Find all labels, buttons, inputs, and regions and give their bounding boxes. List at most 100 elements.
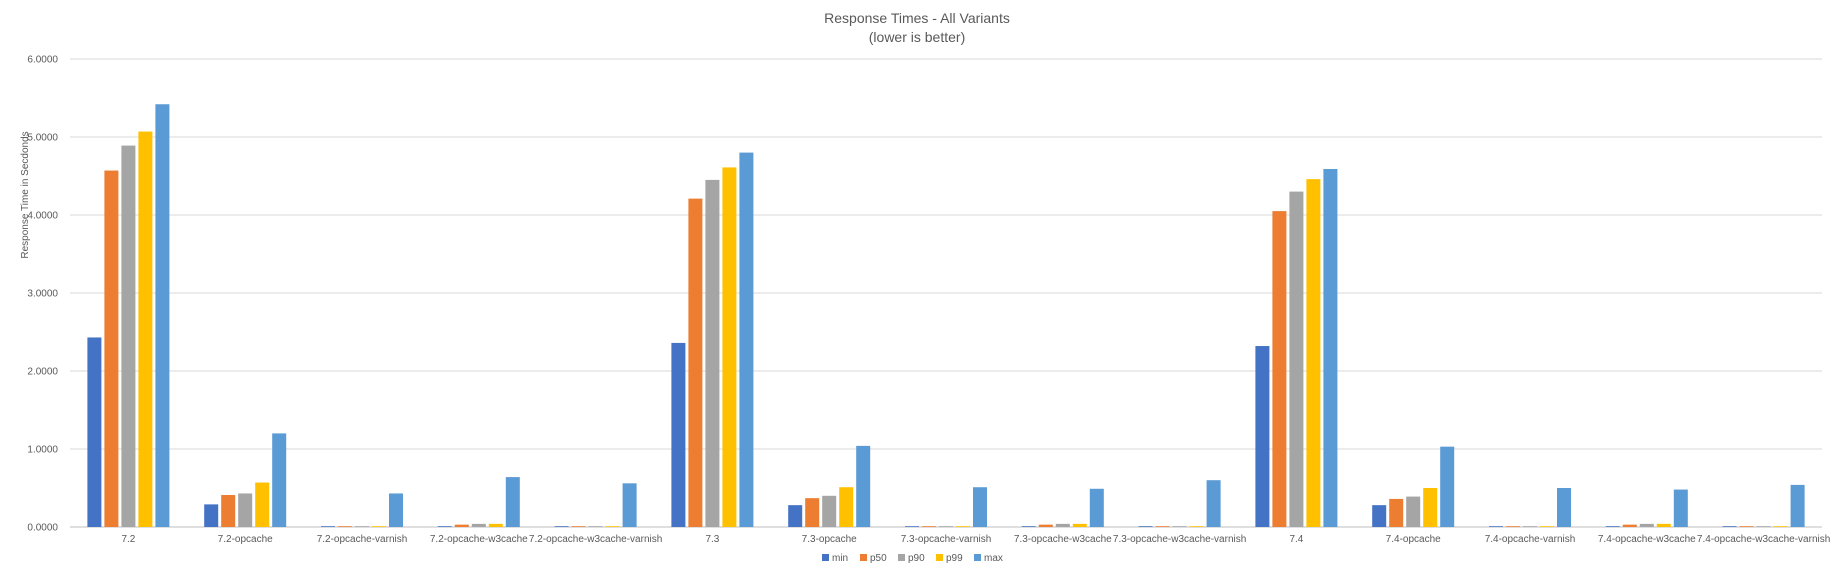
bar-min (1722, 526, 1737, 527)
bar-p90 (1523, 526, 1537, 527)
bar-max (155, 104, 170, 528)
bar-max (1557, 488, 1571, 527)
bar-p99 (488, 523, 503, 527)
bar-max (1323, 168, 1338, 528)
bar-min (1605, 526, 1620, 527)
bar-min (87, 337, 102, 527)
category-labels: 7.2 7.2-opcache 7.2-opcache-varnish 7.2-opc… (121, 534, 1830, 545)
bar-min (204, 504, 219, 527)
bar-p90 (588, 526, 603, 527)
y-tick-label: 5.0000 (27, 133, 58, 144)
bar-p99 (138, 131, 153, 528)
bar-p90 (939, 526, 953, 527)
bar-p99 (1189, 526, 1204, 527)
bar-p90 (1756, 526, 1771, 527)
category-label: 7.2-opcache-w3cache-varnish (529, 534, 662, 545)
bar-p90 (355, 526, 369, 527)
bar-p50 (922, 526, 936, 527)
bar-min (554, 526, 569, 527)
bar-p50 (1038, 524, 1053, 527)
category-label: 7.3-opcache-w3cache (1014, 534, 1112, 545)
bar-max (1089, 488, 1104, 527)
bar-max (272, 433, 287, 527)
bar-p90 (1406, 496, 1421, 527)
bar-p90 (1055, 523, 1070, 527)
y-tick-label: 4.0000 (27, 211, 58, 222)
bar-p99 (1656, 523, 1671, 527)
bar-max (1440, 446, 1455, 527)
bar-max (739, 152, 754, 527)
bar-p50 (1389, 498, 1404, 527)
bar-min (321, 526, 335, 527)
bar-p99 (372, 526, 386, 527)
category-label: 7.4-opcache-w3cache (1598, 534, 1696, 545)
bar-p99 (722, 167, 737, 528)
bar-p90 (822, 495, 837, 527)
bar-p50 (454, 524, 469, 527)
bar-min (1489, 526, 1503, 527)
legend-label-max: max (984, 553, 1003, 564)
category-label: 7.4-opcache-w3cache-varnish (1697, 534, 1830, 545)
bar-p50 (1155, 526, 1170, 527)
category-label: 7.4-opcache-varnish (1485, 534, 1576, 545)
bar-min (1021, 526, 1036, 527)
bar-min (1255, 346, 1270, 527)
bar-p90 (471, 523, 486, 527)
category-label: 7.2 (121, 534, 135, 545)
bar-min (905, 526, 919, 527)
bar-p99 (1423, 488, 1438, 527)
bars (87, 104, 1805, 528)
legend-swatch-min (822, 554, 829, 561)
bar-p50 (1506, 526, 1520, 527)
bar-max (1673, 489, 1688, 527)
category-label: 7.3 (705, 534, 719, 545)
bar-p99 (1540, 526, 1554, 527)
bar-min (788, 505, 803, 527)
bar-p50 (221, 495, 236, 527)
bar-min (1372, 505, 1387, 527)
bar-p99 (255, 482, 270, 527)
bar-min (1138, 526, 1153, 527)
bar-max (622, 483, 637, 527)
bar-p90 (705, 179, 720, 527)
legend-swatch-p90 (898, 554, 905, 561)
category-label: 7.2-opcache (218, 534, 273, 545)
bar-max (1790, 484, 1805, 527)
bar-p50 (688, 198, 703, 527)
bar-p99 (956, 526, 970, 527)
y-tick-label: 2.0000 (27, 367, 58, 378)
legend-label-min: min (832, 553, 848, 564)
bar-p50 (1739, 526, 1754, 527)
bar-p90 (1289, 191, 1304, 527)
bar-min (671, 342, 686, 527)
bar-max (1206, 480, 1221, 527)
bar-p50 (338, 526, 352, 527)
bar-p90 (1172, 526, 1187, 527)
bar-p99 (1306, 179, 1321, 527)
legend-label-p90: p90 (908, 553, 925, 564)
legend-label-p50: p50 (870, 553, 887, 564)
bar-max (505, 477, 520, 527)
bar-max (856, 445, 871, 527)
legend: min p50 p90 p99 max (822, 553, 1003, 564)
bar-p99 (605, 526, 620, 527)
y-tick-label: 1.0000 (27, 445, 58, 456)
legend-swatch-p99 (936, 554, 943, 561)
category-label: 7.2-opcache-w3cache (430, 534, 528, 545)
category-label: 7.4-opcache (1386, 534, 1441, 545)
bar-p90 (238, 493, 253, 527)
y-tick-label: 3.0000 (27, 289, 58, 300)
bar-max (973, 487, 987, 527)
y-tick-label: 6.0000 (27, 55, 58, 66)
bar-p90 (121, 145, 136, 527)
chart-title: Response Times - All Variants (824, 10, 1010, 26)
category-label: 7.3-opcache-w3cache-varnish (1113, 534, 1246, 545)
chart-subtitle: (lower is better) (869, 29, 965, 45)
bar-p99 (1072, 523, 1087, 527)
y-tick-labels: 0.0000 1.0000 2.0000 3.0000 4.0000 5.0000 6.00… (27, 55, 58, 534)
y-tick-label: 0.0000 (27, 523, 58, 534)
category-label: 7.2-opcache-varnish (317, 534, 408, 545)
bar-p99 (839, 487, 854, 527)
